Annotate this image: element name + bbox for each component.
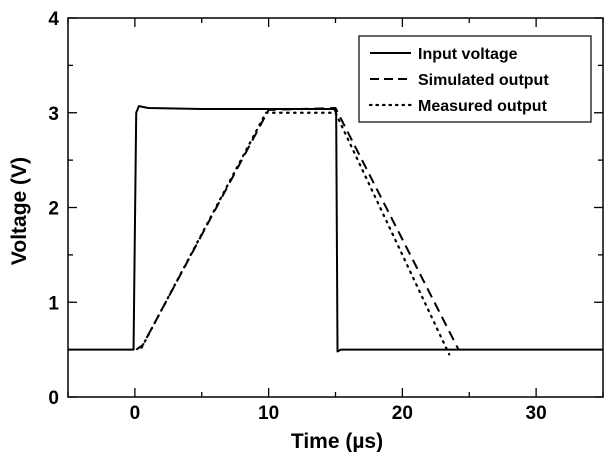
legend-label-input-voltage: Input voltage <box>418 46 518 63</box>
series-layer <box>68 105 603 356</box>
series-simulated-output <box>135 107 460 351</box>
plot-frame <box>67 17 604 398</box>
ticks-layer <box>67 17 604 398</box>
legend-label-measured-output: Measured output <box>418 98 548 115</box>
y-tick-label: 2 <box>48 199 59 220</box>
x-tick-label: 10 <box>258 403 279 424</box>
y-axis-title: Voltage (V) <box>8 157 31 265</box>
legend-label-simulated-output: Simulated output <box>418 72 549 89</box>
tick-labels-layer: 0 10 20 30 0 1 2 3 4 <box>48 9 546 424</box>
x-tick-label: 30 <box>526 403 547 424</box>
y-tick-label: 3 <box>48 104 59 125</box>
y-tick-label: 4 <box>48 9 59 30</box>
y-tick-label: 1 <box>48 293 59 314</box>
series-measured-output <box>140 111 451 356</box>
legend: Input voltage Simulated output Measured … <box>358 35 592 123</box>
y-tick-label: 0 <box>48 388 59 409</box>
legend-box <box>358 35 592 123</box>
x-axis-title: Time (µs) <box>291 430 383 452</box>
x-tick-label: 20 <box>392 403 413 424</box>
series-input-voltage <box>68 105 603 353</box>
x-tick-label: 0 <box>130 403 141 424</box>
